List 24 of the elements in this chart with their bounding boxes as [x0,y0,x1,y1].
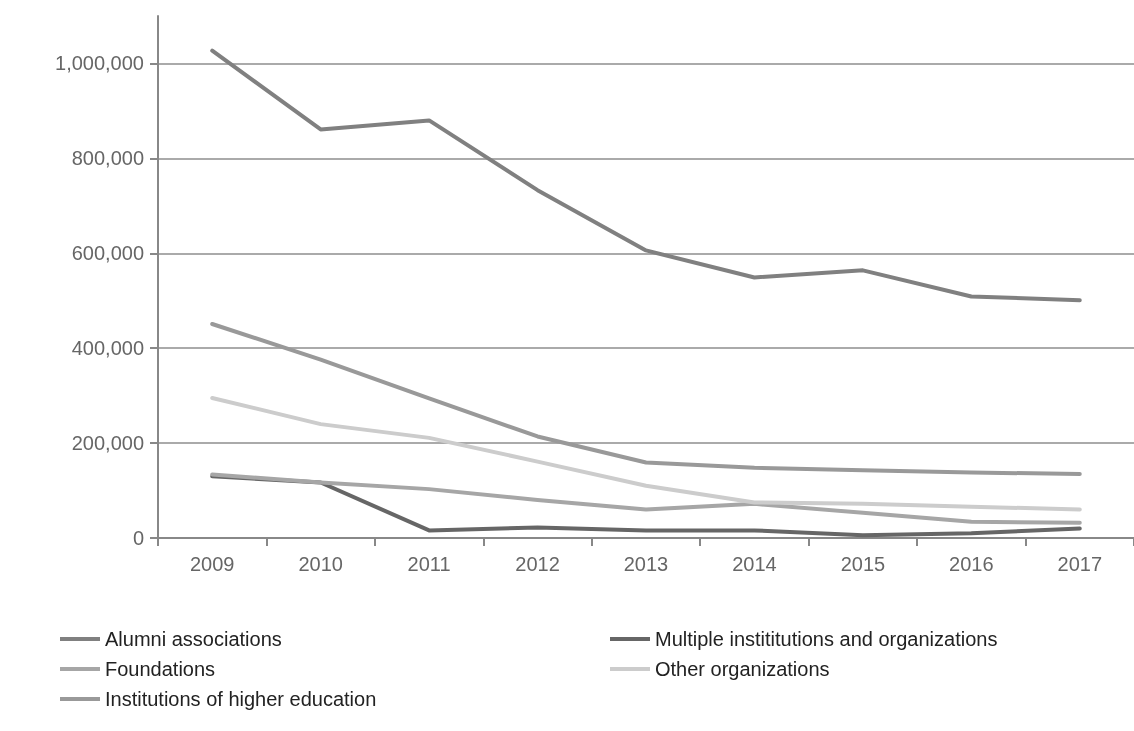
legend-label: Multiple instititutions and organizations [655,628,998,650]
y-tick-label: 1,000,000 [55,52,144,75]
y-tick-label: 0 [132,527,144,549]
line-series [210,48,1082,303]
line-series [210,472,1082,525]
x-tick-label: 2016 [949,553,994,575]
x-tick-label: 2011 [407,553,451,575]
x-tick-label: 2012 [515,553,560,575]
x-tick-label: 2009 [189,553,235,575]
x-tick-label: 2015 [840,553,886,575]
x-tick-label: 2010 [298,553,343,575]
x-tick-label: 2013 [623,553,669,575]
legend-label: Foundations [105,658,216,680]
x-tick-label: 2014 [732,553,777,575]
legend-label: Other organizations [655,658,830,680]
line-series [210,321,1082,476]
line-series [210,396,1082,512]
y-tick-label: 800,000 [71,147,144,170]
y-tick-label: 600,000 [71,242,144,265]
x-tick-label: 2017 [1057,553,1103,575]
y-tick-label: 200,000 [71,432,144,455]
y-tick-label: 400,000 [71,337,144,360]
legend-label: Institutions of higher education [105,688,377,710]
legend-label: Alumni associations [105,628,282,650]
